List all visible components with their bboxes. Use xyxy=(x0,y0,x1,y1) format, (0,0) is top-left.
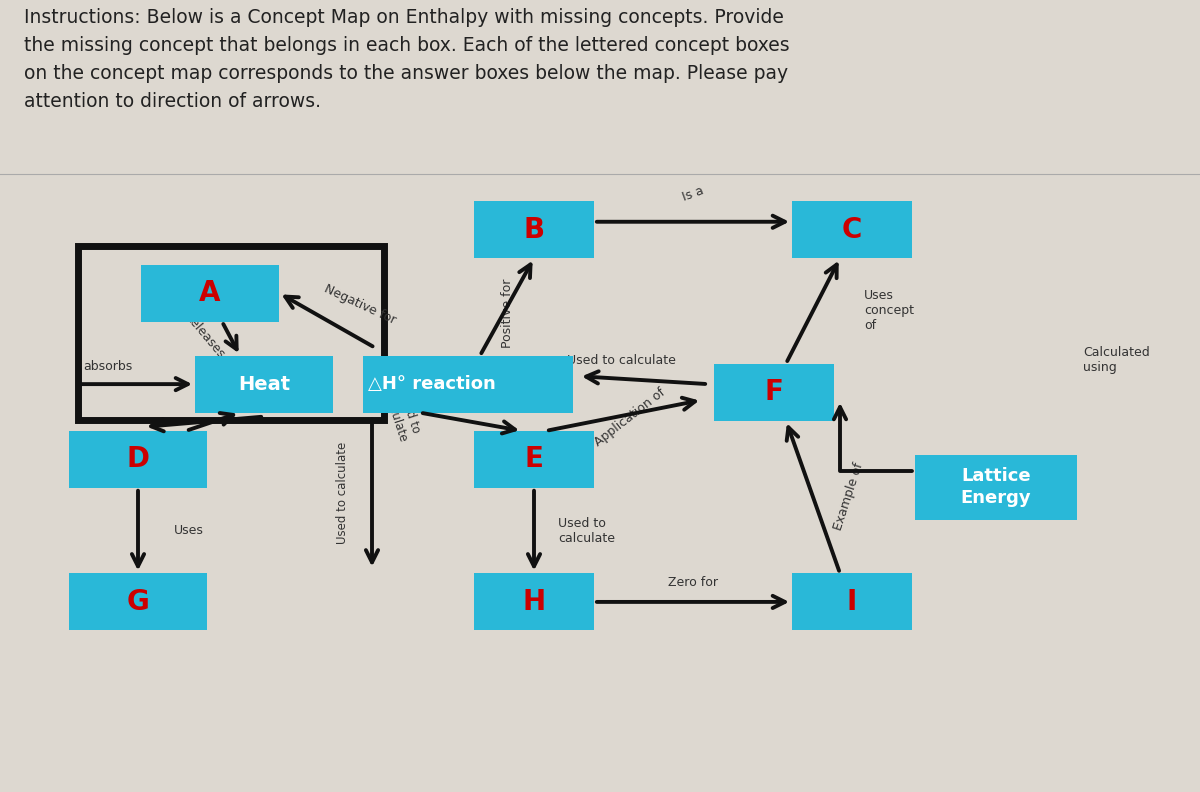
Text: Measures: Measures xyxy=(246,398,306,410)
Text: Calculated
using: Calculated using xyxy=(1084,346,1150,375)
Text: Negative for: Negative for xyxy=(322,283,398,327)
Text: F: F xyxy=(764,378,784,406)
Text: Application of: Application of xyxy=(592,386,668,449)
Text: Uses: Uses xyxy=(174,524,204,537)
Text: H: H xyxy=(522,588,546,616)
Text: G: G xyxy=(127,588,149,616)
Text: △H° reaction: △H° reaction xyxy=(368,375,496,393)
FancyBboxPatch shape xyxy=(474,201,594,258)
Text: Instructions: Below is a Concept Map on Enthalpy with missing concepts. Provide
: Instructions: Below is a Concept Map on … xyxy=(24,8,790,111)
FancyBboxPatch shape xyxy=(792,573,912,630)
Text: E: E xyxy=(524,445,544,474)
FancyBboxPatch shape xyxy=(70,573,208,630)
FancyBboxPatch shape xyxy=(474,431,594,488)
FancyBboxPatch shape xyxy=(916,455,1078,520)
FancyBboxPatch shape xyxy=(792,201,912,258)
FancyBboxPatch shape xyxy=(474,573,594,630)
Text: B: B xyxy=(523,215,545,244)
FancyBboxPatch shape xyxy=(142,265,278,322)
Text: Positive for: Positive for xyxy=(502,278,514,348)
Text: Used to calculate: Used to calculate xyxy=(566,354,676,367)
Text: Is a: Is a xyxy=(680,185,706,204)
Text: A: A xyxy=(199,279,221,307)
Text: Lattice
Energy: Lattice Energy xyxy=(961,467,1031,507)
Text: Used to
calculate: Used to calculate xyxy=(380,384,424,444)
FancyBboxPatch shape xyxy=(70,431,208,488)
Text: Example of: Example of xyxy=(832,462,866,532)
Text: Releases: Releases xyxy=(181,311,227,362)
Text: absorbs: absorbs xyxy=(83,360,133,373)
Text: Used to calculate: Used to calculate xyxy=(336,442,348,544)
Text: Zero for: Zero for xyxy=(668,576,718,588)
Text: Heat: Heat xyxy=(238,375,290,394)
FancyBboxPatch shape xyxy=(364,356,574,413)
Text: D: D xyxy=(126,445,150,474)
Text: Uses
concept
of: Uses concept of xyxy=(864,289,914,333)
Text: Used to
calculate: Used to calculate xyxy=(558,516,616,545)
Text: C: C xyxy=(842,215,862,244)
FancyBboxPatch shape xyxy=(194,356,334,413)
FancyBboxPatch shape xyxy=(714,364,834,421)
Text: I: I xyxy=(847,588,857,616)
